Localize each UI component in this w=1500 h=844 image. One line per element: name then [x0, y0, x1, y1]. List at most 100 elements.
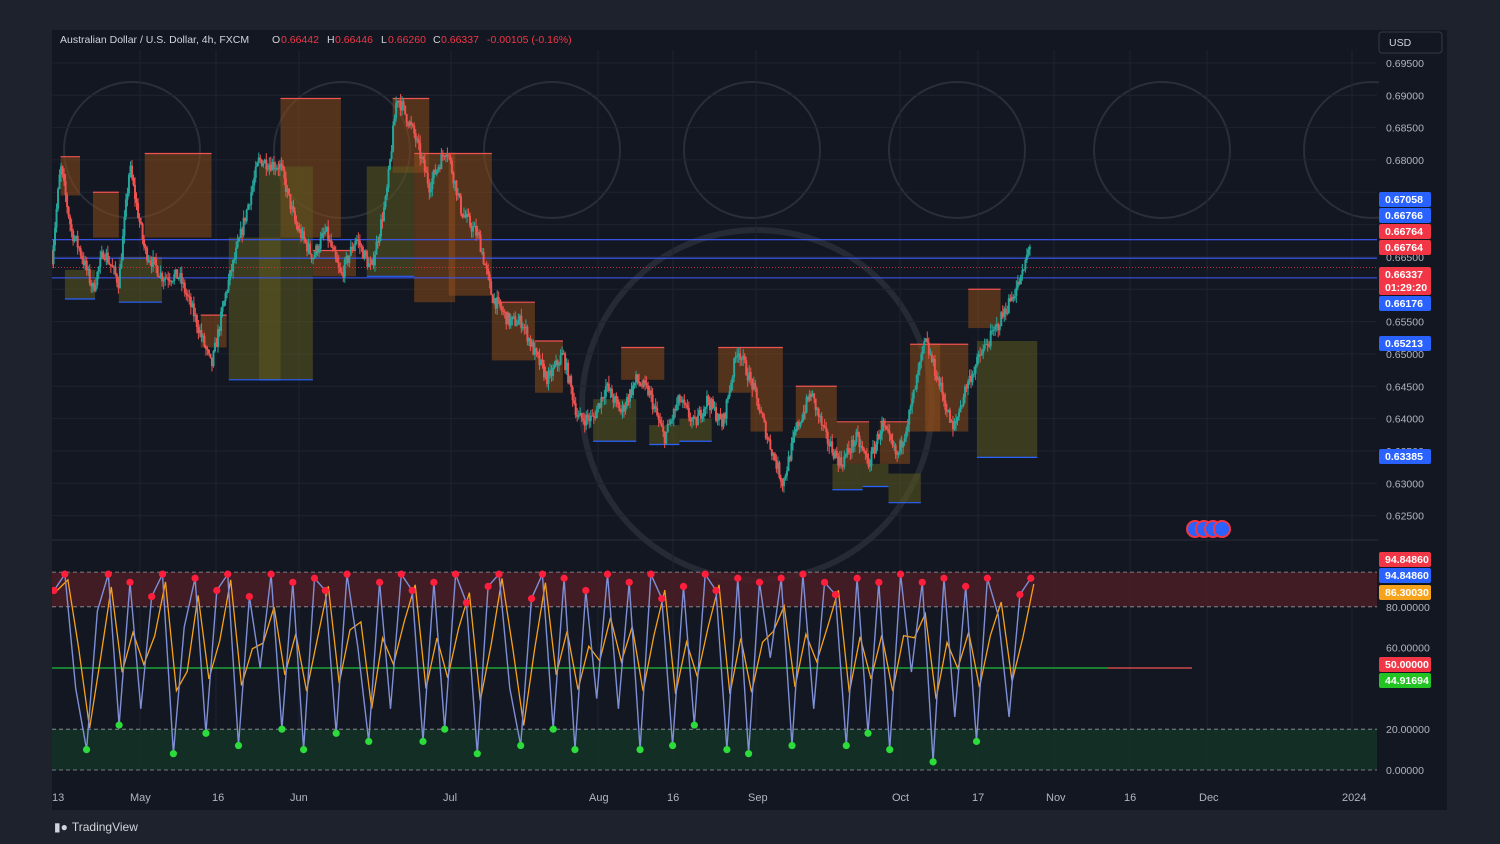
candle-body	[90, 283, 93, 287]
candle-body	[253, 177, 256, 186]
candle-body	[161, 272, 164, 282]
candle-body	[1012, 297, 1015, 299]
oversold-dot	[636, 746, 644, 754]
candle-body	[849, 452, 852, 454]
candle-body	[502, 310, 505, 312]
tradingview-logo[interactable]: ▮● TradingView	[54, 820, 138, 834]
chart-svg[interactable]: 0.695000.690000.685000.680000.665000.655…	[52, 30, 1447, 810]
candle-body	[1025, 254, 1028, 260]
candle-body	[871, 447, 874, 451]
candle-body	[879, 433, 882, 440]
candle-body	[213, 342, 216, 352]
candle-body	[352, 245, 355, 250]
candle-body	[207, 349, 210, 354]
candle-body	[823, 425, 826, 428]
symbol-title[interactable]: Australian Dollar / U.S. Dollar, 4h, FXC…	[60, 34, 249, 46]
candle-body	[811, 393, 814, 397]
overbought-dot	[679, 582, 688, 591]
candle-body	[72, 230, 75, 242]
candle-body	[748, 372, 751, 381]
overbought-dot	[582, 586, 590, 595]
price-label-bg	[1379, 224, 1431, 239]
candle-body	[948, 409, 951, 423]
candle-body	[644, 380, 647, 384]
candle-body	[254, 166, 257, 178]
candle-body	[704, 406, 707, 409]
candle-body	[389, 159, 392, 170]
osc-tick-label: 0.00000	[1386, 765, 1424, 777]
candle-body	[221, 306, 224, 312]
candle-body	[257, 157, 260, 163]
candle-body	[951, 420, 954, 430]
candle-body	[242, 217, 245, 236]
candle-body	[203, 335, 206, 347]
candle-body	[986, 344, 989, 346]
oversold-dot	[332, 729, 340, 737]
price-label-bg	[1379, 449, 1431, 464]
economic-events-icon[interactable]	[1186, 520, 1231, 538]
price-label-bg	[1379, 240, 1431, 255]
candle-body	[1001, 312, 1004, 317]
candle-body	[425, 171, 428, 173]
osc-value-label: 50.00000	[1379, 657, 1431, 672]
candle-body	[882, 420, 885, 426]
candle-body	[342, 272, 345, 278]
candle-body	[396, 100, 399, 103]
candle-body	[217, 329, 220, 347]
price-label-bg	[1379, 192, 1431, 207]
candle-body	[135, 199, 138, 203]
candle-body	[914, 389, 917, 391]
candle-body	[853, 441, 856, 447]
candle-body	[795, 428, 798, 432]
candle-body	[933, 358, 936, 376]
overbought-dot	[52, 586, 58, 595]
osc-label-text: 44.91694	[1385, 675, 1429, 687]
candle-body	[58, 174, 61, 190]
candle-body	[126, 193, 129, 200]
candle-body	[802, 411, 805, 420]
candle-body	[339, 266, 342, 272]
candle-body	[404, 105, 407, 115]
price-label: 0.66764	[1379, 224, 1431, 239]
candle-body	[437, 167, 440, 171]
candle-body	[378, 236, 381, 243]
overbought-dot	[603, 570, 612, 578]
candle-body	[462, 215, 465, 218]
demand-zone	[258, 166, 313, 380]
price-tick-label: 0.64500	[1386, 381, 1424, 393]
candle-body	[144, 246, 147, 249]
axis-background	[1379, 60, 1447, 770]
candle-body	[274, 168, 277, 170]
currency-button[interactable]: USD	[1378, 31, 1443, 54]
price-label-text: 0.63385	[1385, 451, 1423, 463]
candle-body	[938, 377, 941, 387]
ohlc-readout: O 0.66442 H 0.66446 L 0.66260 C 0.66337 …	[272, 34, 572, 46]
candle-body	[687, 407, 690, 418]
candle-body	[831, 441, 834, 453]
candle-body	[921, 346, 924, 355]
candle-body	[456, 193, 459, 196]
candle-body	[87, 268, 90, 271]
candle-body	[449, 156, 452, 161]
overbought-dot	[104, 570, 112, 578]
candle-body	[334, 249, 337, 258]
candle-body	[725, 399, 728, 419]
candle-body	[751, 379, 754, 390]
candle-body	[923, 341, 926, 347]
candle-body	[247, 204, 250, 210]
candle-body	[488, 274, 491, 282]
candle-body	[733, 358, 736, 378]
candle-body	[715, 407, 718, 421]
candle-body	[705, 395, 708, 407]
candle-body	[835, 450, 838, 457]
candle-body	[570, 376, 573, 388]
candle-body	[466, 213, 469, 218]
price-label-bg	[1379, 296, 1431, 311]
candle-body	[710, 399, 713, 411]
candle-body	[280, 163, 283, 166]
candle-body	[536, 352, 539, 355]
candle-body	[927, 342, 930, 355]
overbought-dot	[148, 593, 156, 601]
price-label-text: 01:29:20	[1385, 282, 1427, 294]
overbought-dot	[430, 578, 438, 586]
